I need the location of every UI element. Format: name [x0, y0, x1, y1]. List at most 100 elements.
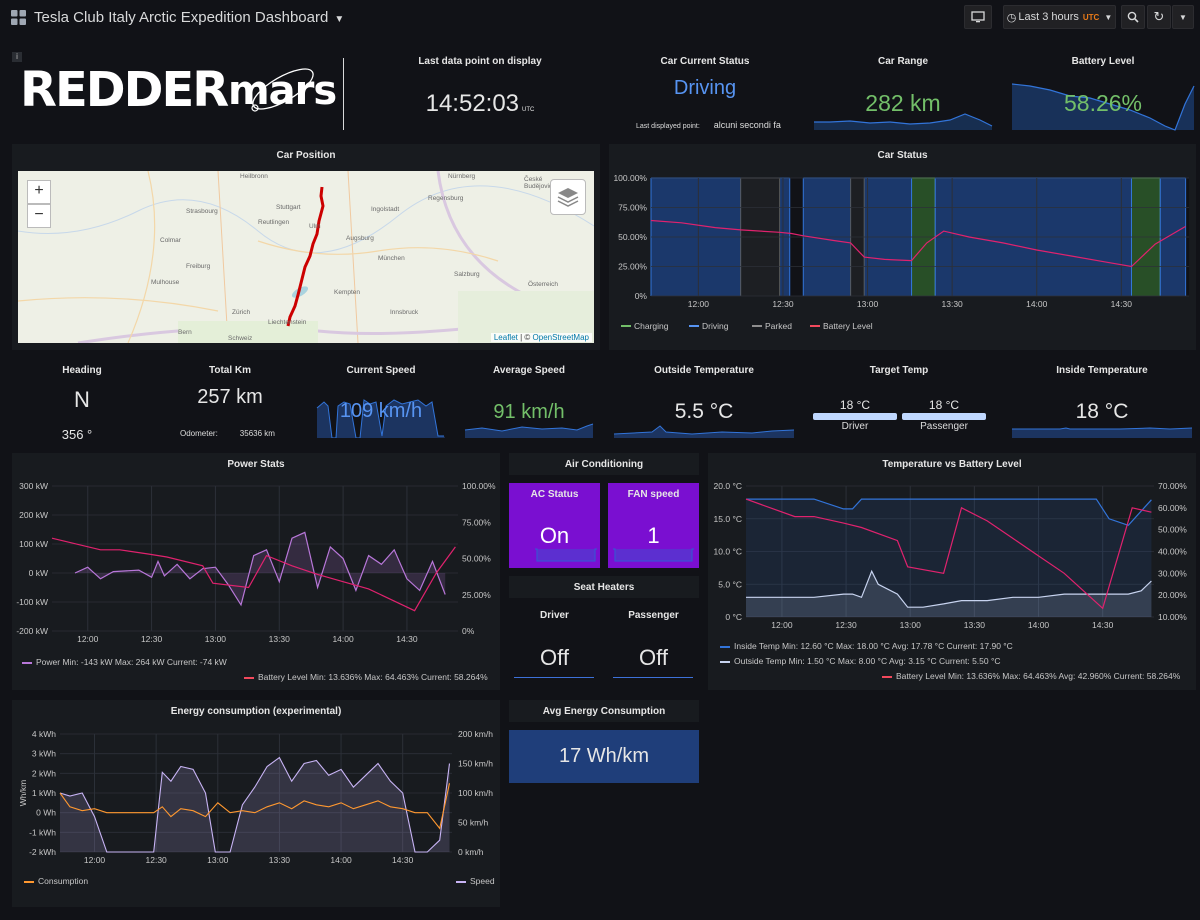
- x-tick-label: 13:30: [942, 299, 964, 309]
- temp-vs-battery-chart: 0 °C 5.0 °C 10.0 °C 15.0 °C 20.0 °C 10.00% 20.…: [714, 481, 1188, 630]
- outside-temp-sparkline: [613, 425, 795, 438]
- osm-link[interactable]: OpenStreetMap: [532, 333, 589, 342]
- y-right-tick-label: 10.00%: [1158, 612, 1187, 622]
- total-km-panel: Total Km 257 km Odometer: 35636 km: [160, 356, 300, 448]
- power-stats-chart: -200 kW -100 kW 0 kW 100 kW 200 kW 300 kW 0% 25…: [16, 481, 496, 644]
- y-right-tick-label: 30.00%: [1158, 568, 1187, 578]
- legend-battery-level[interactable]: Battery Level Min: 13.636% Max: 64.463% …: [244, 672, 488, 682]
- panel-title: Total Km: [208, 365, 252, 376]
- x-tick-label: 12:00: [771, 620, 793, 630]
- odometer: Odometer: 35636 km: [180, 429, 275, 438]
- y-tick-label: 0 Wh: [36, 808, 56, 818]
- seat-heater-driver: Driver Off: [509, 604, 600, 684]
- inside-fill: [746, 499, 1152, 617]
- total-km-value: 257 km: [197, 386, 263, 408]
- legend-inside-temp[interactable]: Inside Temp Min: 12.60 °C Max: 18.00 °C …: [720, 641, 1013, 651]
- x-tick-label: 13:00: [857, 299, 879, 309]
- redder-logo: REDDER: [20, 62, 229, 118]
- heading-panel: Heading N 356 °: [12, 356, 152, 448]
- y-right-tick-label: 25.00%: [462, 590, 491, 600]
- map-label: Bern: [178, 329, 192, 336]
- map-label: Reutlingen: [258, 219, 290, 226]
- x-tick-label: 14:30: [1111, 299, 1133, 309]
- legend-battery-level[interactable]: Battery Level Min: 13.636% Max: 64.463% …: [882, 671, 1180, 681]
- legend-outside-temp[interactable]: Outside Temp Min: 1.50 °C Max: 8.00 °C A…: [720, 656, 1001, 666]
- tv-mode-button[interactable]: [964, 5, 992, 29]
- average-speed-value: 91 km/h: [493, 401, 565, 423]
- timezone-badge: UTC: [1082, 12, 1100, 22]
- last-data-point-panel: Last data point on display 14:52:03 UTC: [410, 44, 550, 136]
- battery-level-value: 58.26%: [1063, 90, 1142, 116]
- map-zoom-in-button[interactable]: +: [27, 180, 51, 204]
- refresh-interval-button[interactable]: ▼: [1172, 5, 1194, 29]
- y-tick-label: 20.0 °C: [714, 481, 742, 491]
- driver-gauge-bar: [813, 413, 897, 420]
- speed-fill: [60, 757, 450, 852]
- legend-parked: Parked: [765, 321, 792, 331]
- dashboard-grid-icon[interactable]: [11, 10, 26, 25]
- refresh-icon: ↻: [1153, 9, 1165, 24]
- panel-title: Energy consumption (experimental): [170, 706, 342, 717]
- inside-temp-panel: Inside Temperature 18 °C: [1010, 356, 1194, 438]
- x-tick-label: 12:30: [146, 855, 168, 865]
- time-range-picker[interactable]: ◷ Last 3 hours UTC ▼: [1003, 5, 1116, 29]
- passenger-target-temp: 18 °C Passenger: [902, 398, 986, 432]
- battery-sparkline: [1011, 83, 1195, 131]
- map-layers-button[interactable]: [550, 179, 586, 215]
- map-label: Heilbronn: [240, 173, 268, 180]
- dashboard-title[interactable]: Tesla Club Italy Arctic Expedition Dashb…: [34, 9, 345, 26]
- x-tick-label: 12:00: [77, 634, 99, 644]
- map-label: Nürnberg: [448, 173, 476, 180]
- logo-divider: [343, 58, 344, 130]
- air-conditioning-header: Air Conditioning: [509, 453, 699, 475]
- refresh-button[interactable]: ↻: [1147, 5, 1171, 29]
- x-tick-label: 12:30: [141, 634, 163, 644]
- avg-energy-tile: 17 Wh/km: [509, 730, 699, 783]
- car-status-chart: 0% 25.00% 50.00% 75.00% 100.00% 12:00 12:30 13:…: [613, 173, 1189, 331]
- target-temp-panel: Target Temp 18 °C Driver 18 °C Passenger: [806, 356, 992, 438]
- leaflet-link[interactable]: Leaflet: [493, 333, 518, 342]
- seat-heaters-header: Seat Heaters: [509, 576, 699, 598]
- panel-title: Last data point on display: [418, 56, 542, 67]
- map-label: Salzburg: [454, 271, 480, 278]
- map-zoom-out-button[interactable]: −: [27, 204, 51, 228]
- zoom-out-time-button[interactable]: [1121, 5, 1145, 29]
- y-tick-label: -200 kW: [16, 626, 48, 636]
- map-view[interactable]: Heilbronn Nürnberg Strasbourg Stuttgart …: [18, 171, 594, 343]
- map-label: Ulm: [309, 223, 321, 230]
- x-tick-label: 13:30: [269, 855, 291, 865]
- y-right-tick-label: 50 km/h: [458, 818, 489, 828]
- panel-title: Average Speed: [493, 365, 565, 376]
- last-point-value: 14:52:03 UTC: [425, 90, 535, 117]
- battery-level-panel: Battery Level 58.26%: [1010, 44, 1196, 136]
- map-background: [18, 171, 594, 343]
- legend-swatch: [621, 325, 631, 327]
- panel-title: Inside Temperature: [1056, 365, 1148, 376]
- series-consumption: [59, 783, 451, 830]
- map-label: Österreich: [528, 281, 558, 288]
- x-tick-label: 14:00: [332, 634, 354, 644]
- seat-heater-passenger: Passenger Off: [608, 604, 699, 684]
- legend-charging: Charging: [634, 321, 669, 331]
- legend-consumption[interactable]: Consumption: [24, 876, 88, 886]
- x-tick-label: 12:00: [688, 299, 710, 309]
- info-icon[interactable]: i: [12, 52, 22, 62]
- legend-swatch: [752, 325, 762, 327]
- panel-title: Car Range: [877, 56, 928, 67]
- panel-title: Outside Temperature: [654, 365, 754, 376]
- fan-speed-tile: FAN speed 1: [608, 483, 699, 568]
- map-label: Schweiz: [228, 335, 253, 342]
- car-range-value: 282 km: [865, 90, 941, 116]
- power-stats-panel: Power Stats -200 kW -100 kW 0 kW 100 kW 200 …: [12, 453, 500, 690]
- legend-speed[interactable]: Speed: [456, 876, 495, 886]
- inside-temp-sparkline: [1012, 427, 1193, 438]
- map-label: Ingolstadt: [371, 206, 400, 213]
- panel-title: Temperature vs Battery Level: [882, 459, 1022, 470]
- series-battery-level: [51, 537, 456, 612]
- outside-temp-panel: Outside Temperature 5.5 °C: [612, 356, 796, 438]
- y-tick-label: 50.00%: [618, 232, 647, 242]
- avg-energy-value: 17 Wh/km: [558, 745, 650, 767]
- y-tick-label: 75.00%: [618, 203, 647, 213]
- legend-power[interactable]: Power Min: -143 kW Max: 264 kW Current: …: [22, 657, 227, 667]
- fan-speed-label: FAN speed: [627, 489, 680, 500]
